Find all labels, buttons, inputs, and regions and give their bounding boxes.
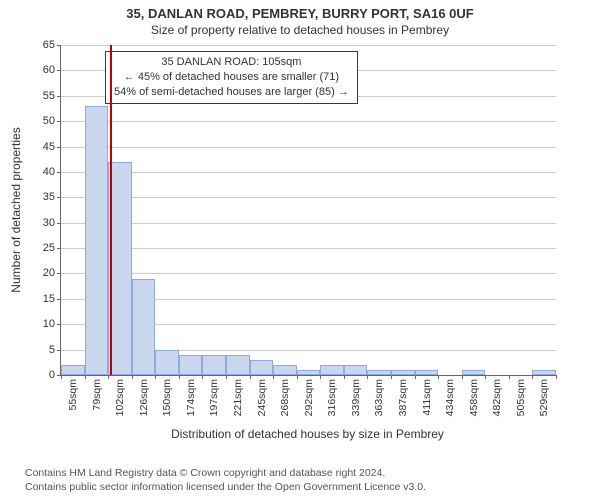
xtick-mark [85,375,86,379]
histogram-bar [297,370,321,375]
xtick-label: 126sqm [138,379,150,416]
annotation-line1: 35 DANLAN ROAD: 105sqm [114,55,349,70]
ytick-label: 35 [43,191,61,203]
chart-subtitle: Size of property relative to detached ho… [0,21,600,37]
histogram-bar [391,370,415,375]
xtick-label: 458sqm [468,379,480,416]
chart-container: 35, DANLAN ROAD, PEMBREY, BURRY PORT, SA… [0,0,600,500]
xtick-label: 268sqm [279,379,291,416]
ytick-label: 5 [49,344,61,356]
xtick-mark [462,375,463,379]
histogram-bar [532,370,556,375]
xtick-mark [297,375,298,379]
xtick-mark [438,375,439,379]
xtick-label: 292sqm [303,379,315,416]
histogram-bar [320,365,344,375]
xtick-label: 55sqm [67,379,79,411]
ytick-label: 25 [43,242,61,254]
xtick-mark [202,375,203,379]
ytick-label: 40 [43,166,61,178]
histogram-bar [179,355,203,375]
marker-line [110,45,112,375]
footer-line1: Contains HM Land Registry data © Crown c… [25,466,426,480]
xtick-mark [344,375,345,379]
gridline [61,248,556,249]
chart-title: 35, DANLAN ROAD, PEMBREY, BURRY PORT, SA… [0,0,600,21]
ytick-label: 65 [43,39,61,51]
annotation-box: 35 DANLAN ROAD: 105sqm ← 45% of detached… [105,51,358,104]
ytick-label: 20 [43,267,61,279]
xtick-label: 245sqm [256,379,268,416]
xtick-mark [273,375,274,379]
histogram-bar [415,370,439,375]
gridline [61,45,556,46]
histogram-bar [344,365,368,375]
histogram-bar [226,355,250,375]
histogram-bar [202,355,226,375]
xtick-mark [108,375,109,379]
xtick-mark [532,375,533,379]
xtick-mark [226,375,227,379]
gridline [61,223,556,224]
ytick-label: 60 [43,64,61,76]
annotation-line2: ← 45% of detached houses are smaller (71… [114,70,349,85]
histogram-bar [155,350,179,375]
xtick-mark [415,375,416,379]
ytick-label: 50 [43,115,61,127]
histogram-bar [367,370,391,375]
xtick-label: 79sqm [91,379,103,411]
xtick-label: 316sqm [326,379,338,416]
ytick-label: 15 [43,293,61,305]
xtick-label: 339sqm [350,379,362,416]
histogram-bar [61,365,85,375]
ytick-label: 10 [43,318,61,330]
xtick-label: 221sqm [232,379,244,416]
x-axis-label: Distribution of detached houses by size … [171,427,444,441]
ytick-label: 0 [49,369,61,381]
histogram-bar [273,365,297,375]
gridline [61,273,556,274]
xtick-mark [155,375,156,379]
histogram-bar [85,106,109,375]
footer-text: Contains HM Land Registry data © Crown c… [25,466,426,494]
xtick-mark [179,375,180,379]
xtick-mark [556,375,557,379]
xtick-mark [367,375,368,379]
xtick-label: 529sqm [538,379,550,416]
xtick-label: 387sqm [397,379,409,416]
xtick-mark [132,375,133,379]
xtick-mark [250,375,251,379]
xtick-label: 174sqm [185,379,197,416]
xtick-label: 434sqm [444,379,456,416]
ytick-label: 55 [43,90,61,102]
histogram-bar [462,370,486,375]
xtick-mark [320,375,321,379]
footer-line2: Contains public sector information licen… [25,480,426,494]
xtick-label: 150sqm [161,379,173,416]
gridline [61,147,556,148]
histogram-bar [132,279,156,375]
xtick-label: 505sqm [515,379,527,416]
xtick-mark [509,375,510,379]
y-axis-label: Number of detached properties [9,127,23,292]
annotation-line3: 54% of semi-detached houses are larger (… [114,85,349,100]
xtick-mark [61,375,62,379]
xtick-label: 363sqm [373,379,385,416]
xtick-label: 411sqm [421,379,433,416]
xtick-mark [485,375,486,379]
xtick-label: 197sqm [208,379,220,416]
gridline [61,197,556,198]
ytick-label: 30 [43,217,61,229]
ytick-label: 45 [43,141,61,153]
xtick-mark [391,375,392,379]
histogram-bar [250,360,274,375]
gridline [61,172,556,173]
gridline [61,121,556,122]
xtick-label: 482sqm [491,379,503,416]
xtick-label: 102sqm [114,379,126,416]
